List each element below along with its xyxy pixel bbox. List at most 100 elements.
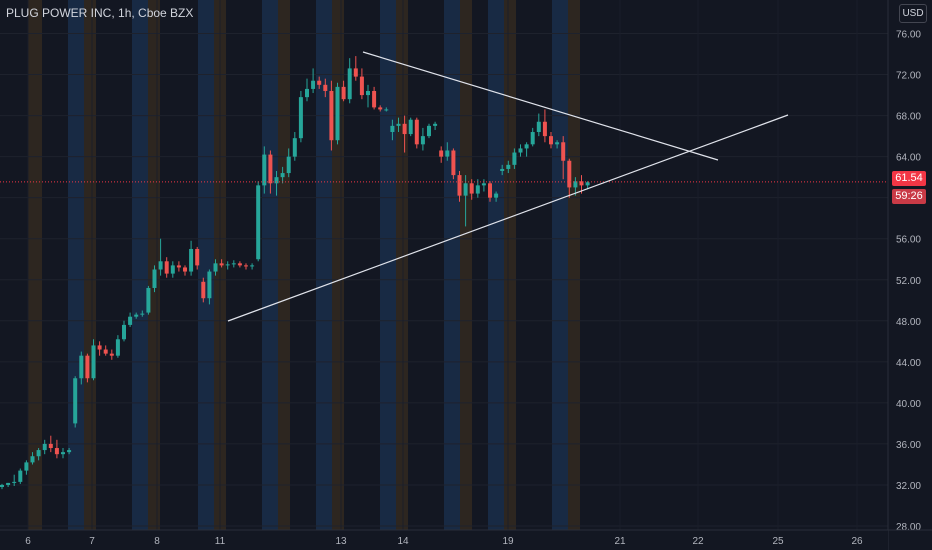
candle-body <box>372 90 377 108</box>
candle-body <box>475 185 480 194</box>
candle-body <box>176 265 181 268</box>
candle-body <box>256 185 261 260</box>
session-band <box>460 0 472 530</box>
candle-body <box>390 125 395 133</box>
candle-body <box>134 314 139 317</box>
candle-body <box>402 123 407 135</box>
candle-body <box>0 484 4 488</box>
time-tick-label: 22 <box>692 536 704 547</box>
price-tick-label: 32.00 <box>896 481 921 492</box>
candle-body <box>164 261 169 274</box>
candle-body <box>91 345 96 379</box>
candle-body <box>518 148 523 153</box>
trendline <box>362 51 719 161</box>
time-tick-label: 11 <box>215 536 226 547</box>
time-axis-ticks: 6 7 8 11 13 14 19 21 22 25 26 <box>25 536 863 547</box>
candle-body <box>225 264 230 266</box>
last-price-tag: 61.54 <box>892 171 926 186</box>
candle-body <box>536 121 541 133</box>
price-tick-label: 36.00 <box>896 440 921 451</box>
price-tick-label: 68.00 <box>896 112 921 123</box>
candle-body <box>103 349 108 354</box>
candle-body <box>237 263 242 266</box>
price-tick-label: 64.00 <box>896 153 921 164</box>
candle-body <box>158 261 163 270</box>
candle-body <box>128 316 133 325</box>
price-tick-label: 52.00 <box>896 276 921 287</box>
candle-body <box>457 175 462 196</box>
candle-body <box>140 313 145 315</box>
candle-body <box>567 160 572 188</box>
candle-body <box>152 269 157 288</box>
candle-body <box>494 193 499 198</box>
session-band <box>396 0 408 530</box>
candle-body <box>61 452 65 455</box>
candle-body <box>219 263 224 266</box>
candle-body <box>341 86 346 100</box>
time-tick-label: 21 <box>614 536 626 547</box>
candle-body <box>30 456 35 463</box>
candle-body <box>183 267 187 272</box>
candle-body <box>109 353 114 356</box>
price-tick-label: 28.00 <box>896 522 921 533</box>
candle-body <box>85 355 90 379</box>
candle-body <box>311 80 316 89</box>
candle-body <box>335 86 340 141</box>
candle-body <box>317 80 322 85</box>
session-band <box>198 0 214 530</box>
price-tick-label: 40.00 <box>896 399 921 410</box>
session-band <box>262 0 278 530</box>
candle-body <box>347 68 352 100</box>
session-band <box>552 0 568 530</box>
candle-body <box>549 136 553 145</box>
candle-body <box>6 482 11 485</box>
time-tick-label: 19 <box>502 536 514 547</box>
candle-body <box>305 88 309 98</box>
currency-button[interactable]: USD <box>899 4 927 23</box>
candle-body <box>359 76 364 96</box>
candle-body <box>231 263 236 265</box>
candle-body <box>189 248 194 272</box>
session-band <box>316 0 332 530</box>
candle-body <box>195 248 200 266</box>
candle-body <box>48 443 53 449</box>
trendline-drawings[interactable] <box>227 51 789 322</box>
session-band <box>332 0 344 530</box>
session-band <box>278 0 290 530</box>
candle-body <box>146 287 151 313</box>
candle-body <box>274 177 279 184</box>
time-tick-label: 14 <box>397 536 409 547</box>
time-tick-label: 7 <box>89 536 95 547</box>
time-axis-panel[interactable] <box>0 530 888 550</box>
bar-countdown-tag: 59:26 <box>892 189 926 204</box>
candle-body <box>24 462 29 471</box>
candle-body <box>353 68 358 77</box>
session-band <box>148 0 160 530</box>
price-tick-label: 76.00 <box>896 30 921 41</box>
session-band <box>504 0 516 530</box>
symbol-title[interactable]: PLUG POWER INC, 1h, Cboe BZX <box>6 6 194 20</box>
candle-body <box>54 448 59 455</box>
candle-body <box>451 150 456 176</box>
candle-body <box>573 181 578 188</box>
time-tick-label: 8 <box>154 536 160 547</box>
candle-body <box>122 324 126 340</box>
session-band <box>28 0 42 530</box>
candle-body <box>201 281 206 299</box>
candlestick-series <box>0 56 590 490</box>
session-band <box>444 0 460 530</box>
candle-body <box>244 265 248 267</box>
candle-body <box>530 132 535 145</box>
candle-body <box>366 90 370 96</box>
candle-body <box>408 119 413 135</box>
candle-body <box>323 84 328 91</box>
candle-body <box>329 90 334 141</box>
candle-body <box>97 345 102 350</box>
price-axis-panel[interactable] <box>888 0 932 532</box>
price-tick-label: 44.00 <box>896 358 921 369</box>
session-band <box>84 0 96 530</box>
candle-body <box>42 443 47 451</box>
candle-body <box>262 154 267 186</box>
price-tick-label: 48.00 <box>896 317 921 328</box>
